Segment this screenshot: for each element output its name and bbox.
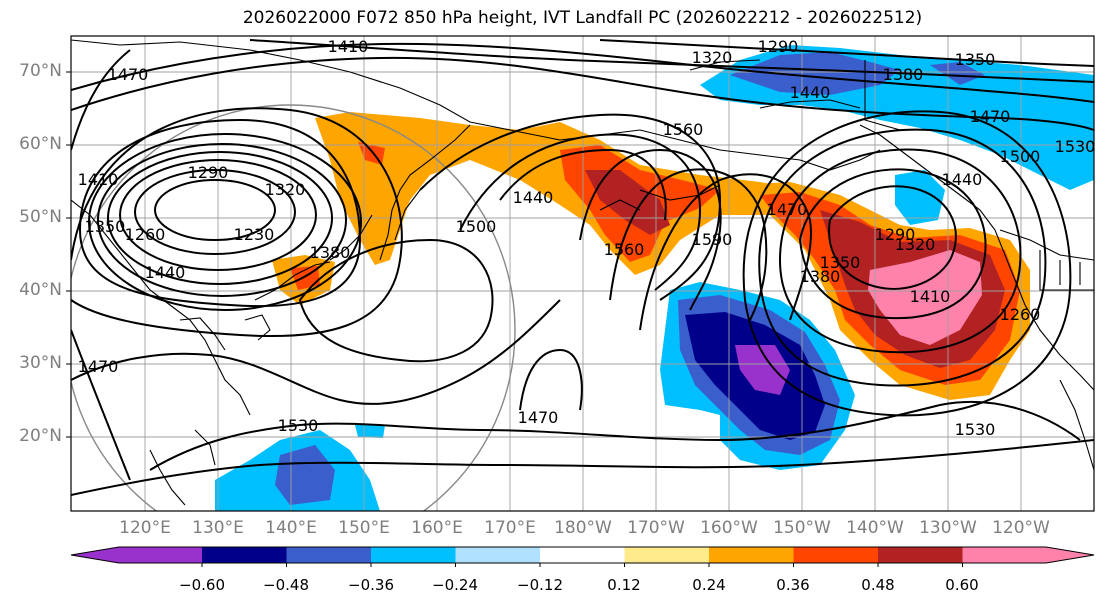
- contour-label: 1350: [955, 50, 996, 69]
- contour-label: 1470: [108, 65, 149, 84]
- contour-label: 1590: [692, 230, 733, 249]
- contour-label: 1290: [875, 225, 916, 244]
- colorbar-tick-label: 0.12: [607, 576, 641, 594]
- colorbar-tick-label: −0.48: [263, 576, 309, 594]
- negative-anomaly-arctic-core: [730, 52, 900, 95]
- contour-label: 1470: [518, 408, 559, 427]
- colorbar-bin: [624, 547, 710, 563]
- colorbar-tick-label: 0.24: [692, 576, 726, 594]
- colorbar-bin: [540, 547, 625, 563]
- contour-label: 1470: [767, 200, 808, 219]
- map-content: 1410 1290 1320 1380 1350 1470 1440 1500 …: [71, 36, 1096, 511]
- contour-label: 1440: [790, 83, 831, 102]
- negative-anomaly-gulf-alaska: [895, 170, 945, 225]
- negative-anomaly-sw-core: [275, 445, 335, 505]
- coastlines: [71, 39, 1094, 506]
- lon-label: 160°E: [411, 518, 463, 538]
- negative-anomaly-arctic-2: [930, 62, 985, 85]
- contour-label: 1320: [895, 235, 936, 254]
- colorbar-bin: [371, 547, 456, 563]
- contour-label: 1290: [758, 37, 799, 56]
- colorbar-bin: [878, 547, 963, 563]
- contour-label: 1560: [604, 240, 645, 259]
- contour-label: 1260: [1000, 305, 1041, 324]
- contour-labels: 1410 1290 1320 1380 1350 1470 1440 1500 …: [78, 37, 1096, 439]
- contour-label: 1530: [955, 420, 996, 439]
- lon-label: 150°W: [773, 518, 831, 538]
- colorbar-extend-min: [71, 547, 119, 563]
- contour-label: 1320: [692, 48, 733, 67]
- lat-label: 20°N: [19, 426, 62, 446]
- map-title: 2026022000 F072 850 hPa height, IVT Land…: [242, 8, 923, 28]
- contour-label: 1350: [85, 217, 126, 236]
- contour-label: 1410: [78, 170, 119, 189]
- colorbar-outline: [70, 546, 1095, 564]
- contour-label: 1500: [456, 217, 497, 236]
- contour-label: 1500: [1000, 147, 1041, 166]
- lat-label: 40°N: [19, 280, 62, 300]
- map-frame: [70, 35, 1095, 512]
- lat-label: 60°N: [19, 134, 62, 154]
- colorbar-tick-label: 0.36: [776, 576, 810, 594]
- contour-label: 1380: [883, 65, 924, 84]
- contour-label: 1350: [820, 253, 861, 272]
- positive-anomaly-ne-pacific-pink: [868, 250, 982, 345]
- contour-label: 1290: [188, 163, 229, 182]
- colorbar-tick-label: −0.36: [348, 576, 394, 594]
- landfall-region-circle: [71, 104, 516, 511]
- colorbar-extend-max: [1046, 547, 1094, 563]
- contour-label: 1470: [970, 107, 1011, 126]
- lon-label: 180°W: [554, 518, 612, 538]
- contour-label: 1470: [78, 357, 119, 376]
- contour-label: 1440: [145, 263, 186, 282]
- positive-anomaly-bering-core: [585, 170, 670, 235]
- contour-label: 1380: [310, 243, 351, 262]
- negative-anomaly-subtropics-core: [735, 345, 790, 395]
- lon-label: 170°E: [484, 518, 536, 538]
- colorbar-tick-label: −0.24: [432, 576, 478, 594]
- colorbar-tick-label: −0.60: [179, 576, 225, 594]
- negative-anomaly-sw-small: [355, 425, 385, 438]
- lon-label: 170°W: [627, 518, 685, 538]
- contour-label: 1560: [663, 120, 704, 139]
- colorbar-tick-label: 0.60: [945, 576, 979, 594]
- contour-label: 1410: [910, 287, 951, 306]
- colorbar-bin: [709, 547, 794, 563]
- contour-label: 1380: [800, 267, 841, 286]
- lon-label: 130°E: [192, 518, 244, 538]
- lon-label: 120°E: [119, 518, 171, 538]
- contour-label: 1530: [278, 416, 319, 435]
- lon-label: 140°W: [846, 518, 904, 538]
- colorbar-bin: [962, 547, 1047, 563]
- colorbar-bin: [202, 547, 287, 563]
- colorbar-bin: [119, 547, 203, 563]
- colorbar-tick-label: −0.12: [517, 576, 563, 594]
- lat-label: 50°N: [19, 207, 62, 227]
- height-contours: [71, 39, 1094, 496]
- lon-label: 160°W: [700, 518, 758, 538]
- contour-label: 1530: [1055, 137, 1096, 156]
- contour-label: 1440: [942, 170, 983, 189]
- lat-label: 70°N: [19, 61, 62, 81]
- colorbar-tick-label: 0.48: [861, 576, 895, 594]
- contour-label: 1260: [125, 225, 166, 244]
- colorbar-bin: [286, 547, 372, 563]
- lon-label: 120°W: [992, 518, 1050, 538]
- contour-label: 1320: [265, 180, 306, 199]
- contour-label: 1410: [328, 37, 369, 56]
- lon-label: 130°W: [919, 518, 977, 538]
- lon-label: 140°E: [265, 518, 317, 538]
- lat-label: 30°N: [19, 353, 62, 373]
- contour-label: 1440: [513, 188, 554, 207]
- graticule: [71, 36, 1094, 511]
- colorbar-bin: [455, 547, 541, 563]
- contour-label: 1230: [234, 225, 275, 244]
- positive-anomaly-okhotsk: [315, 112, 800, 275]
- lon-label: 150°E: [338, 518, 390, 538]
- colorbar-bin: [793, 547, 879, 563]
